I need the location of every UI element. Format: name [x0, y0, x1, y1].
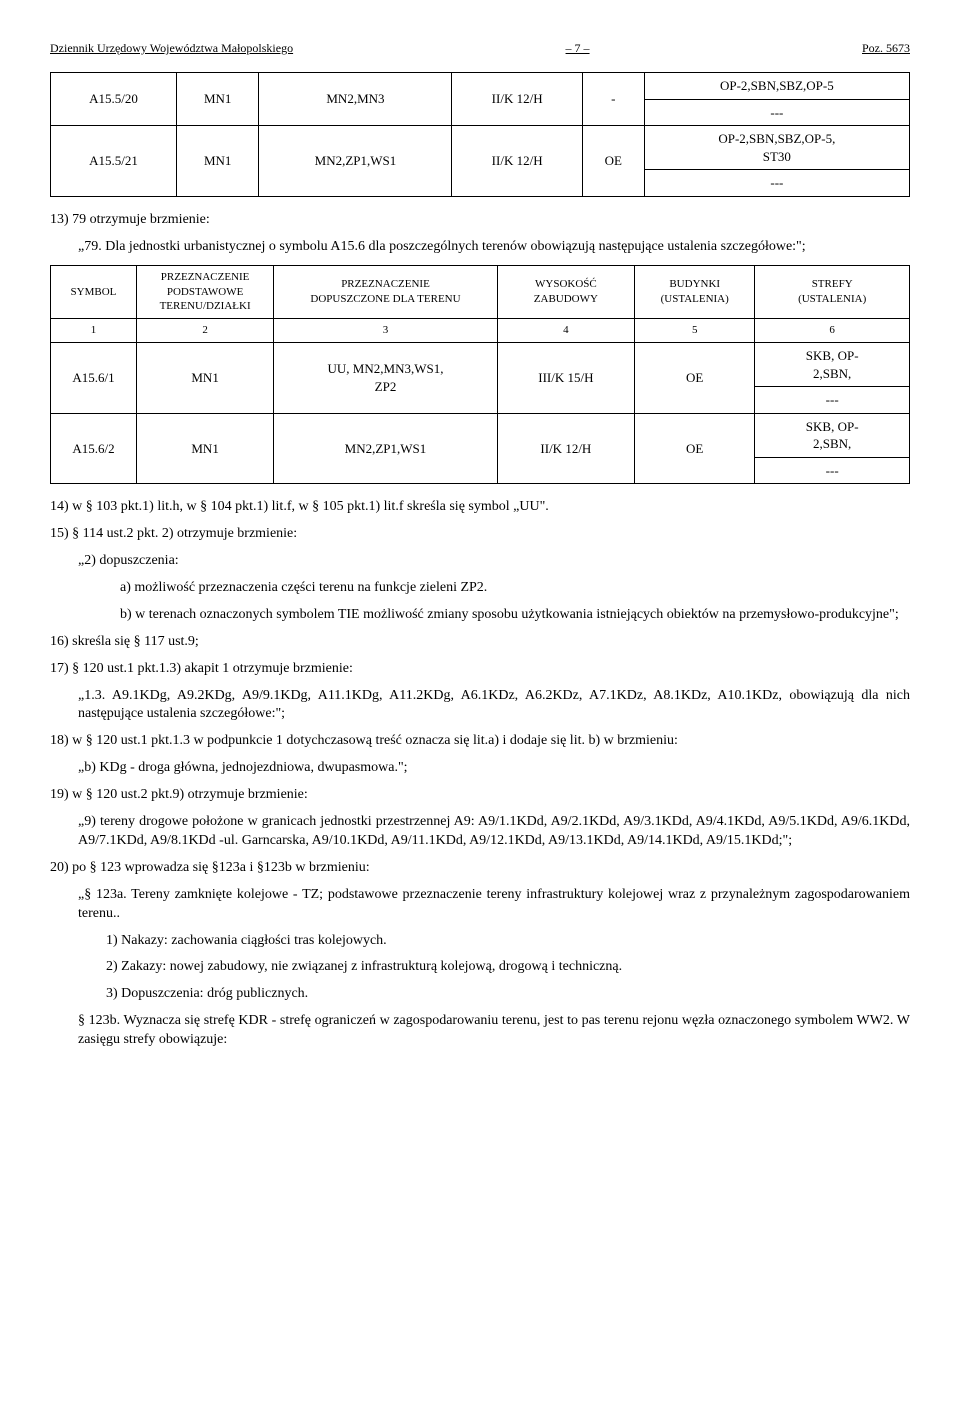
p18-lead: 18) w § 120 ust.1 pkt.1.3 w podpunkcie 1…: [50, 732, 910, 751]
table-numcell: 5: [635, 319, 755, 343]
p20-123a: „§ 123a. Tereny zamknięte kolejowe - TZ;…: [50, 886, 910, 924]
header-right: Poz. 5673: [862, 40, 910, 56]
p16: 16) skreśla się § 117 ust.9;: [50, 633, 910, 652]
table-cell: MN1: [176, 126, 259, 197]
table-cell: SKB, OP- 2,SBN,: [755, 343, 910, 387]
table-cell: OP-2,SBN,SBZ,OP-5: [644, 73, 909, 100]
table-cell: OE: [582, 126, 644, 197]
p15-a: a) możliwość przeznaczenia części terenu…: [50, 579, 910, 598]
table-cell: SKB, OP- 2,SBN,: [755, 413, 910, 457]
p15-lead: 15) § 114 ust.2 pkt. 2) otrzymuje brzmie…: [50, 525, 910, 544]
table-cell: MN1: [136, 413, 273, 484]
table-header: SYMBOL: [51, 265, 137, 319]
table-numcell: 1: [51, 319, 137, 343]
table-cell: A15.5/20: [51, 73, 177, 126]
table-cell: UU, MN2,MN3,WS1, ZP2: [274, 343, 497, 414]
table-cell: OP-2,SBN,SBZ,OP-5, ST30: [644, 126, 909, 170]
table-cell: MN1: [136, 343, 273, 414]
table-cell: II/K 12/H: [452, 73, 582, 126]
p20-1: 1) Nakazy: zachowania ciągłości tras kol…: [50, 932, 910, 951]
table-cell: MN1: [176, 73, 259, 126]
table-header: STREFY (USTALENIA): [755, 265, 910, 319]
p20-123b: § 123b. Wyznacza się strefę KDR - strefę…: [50, 1012, 910, 1050]
table-cell: II/K 12/H: [452, 126, 582, 197]
table-cell: A15.5/21: [51, 126, 177, 197]
table-cell: ---: [644, 99, 909, 126]
page-header: Dziennik Urzędowy Województwa Małopolski…: [50, 40, 910, 56]
table-cell: OE: [635, 343, 755, 414]
p14: 14) w § 103 pkt.1) lit.h, w § 104 pkt.1)…: [50, 498, 910, 517]
table-numcell: 2: [136, 319, 273, 343]
table-cell: ---: [755, 387, 910, 414]
p13-lead: 13) 79 otrzymuje brzmienie:: [50, 211, 910, 230]
table-cell: II/K 12/H: [497, 413, 634, 484]
p20-lead: 20) po § 123 wprowadza się §123a i §123b…: [50, 859, 910, 878]
table-cell: A15.6/1: [51, 343, 137, 414]
table-cell: MN2,MN3: [259, 73, 452, 126]
table-1: A15.5/20MN1MN2,MN3II/K 12/H-OP-2,SBN,SBZ…: [50, 72, 910, 197]
p19-lead: 19) w § 120 ust.2 pkt.9) otrzymuje brzmi…: [50, 786, 910, 805]
table-cell: OE: [635, 413, 755, 484]
header-left: Dziennik Urzędowy Województwa Małopolski…: [50, 40, 293, 56]
p18-body: „b) KDg - droga główna, jednojezdniowa, …: [50, 759, 910, 778]
table-cell: MN2,ZP1,WS1: [274, 413, 497, 484]
p15-sub: „2) dopuszczenia:: [50, 552, 910, 571]
table-cell: MN2,ZP1,WS1: [259, 126, 452, 197]
table-numcell: 3: [274, 319, 497, 343]
p20-2: 2) Zakazy: nowej zabudowy, nie związanej…: [50, 958, 910, 977]
table-header: WYSOKOŚĆ ZABUDOWY: [497, 265, 634, 319]
table-2: SYMBOLPRZEZNACZENIE PODSTAWOWE TERENU/DZ…: [50, 265, 910, 485]
table-header: PRZEZNACZENIE PODSTAWOWE TERENU/DZIAŁKI: [136, 265, 273, 319]
table-header: PRZEZNACZENIE DOPUSZCZONE DLA TERENU: [274, 265, 497, 319]
table-cell: ---: [755, 457, 910, 484]
table-cell: A15.6/2: [51, 413, 137, 484]
header-center: – 7 –: [566, 40, 590, 56]
table-numcell: 4: [497, 319, 634, 343]
p13-body: „79. Dla jednostki urbanistycznej o symb…: [50, 238, 910, 257]
p15-b: b) w terenach oznaczonych symbolem TIE m…: [50, 606, 910, 625]
table-cell: ---: [644, 170, 909, 197]
p17-body: „1.3. A9.1KDg, A9.2KDg, A9/9.1KDg, A11.1…: [50, 687, 910, 725]
table-cell: III/K 15/H: [497, 343, 634, 414]
p17-lead: 17) § 120 ust.1 pkt.1.3) akapit 1 otrzym…: [50, 660, 910, 679]
table-header: BUDYNKI (USTALENIA): [635, 265, 755, 319]
table-numcell: 6: [755, 319, 910, 343]
table-cell: -: [582, 73, 644, 126]
p20-3: 3) Dopuszczenia: dróg publicznych.: [50, 985, 910, 1004]
p19-body: „9) tereny drogowe położone w granicach …: [50, 813, 910, 851]
